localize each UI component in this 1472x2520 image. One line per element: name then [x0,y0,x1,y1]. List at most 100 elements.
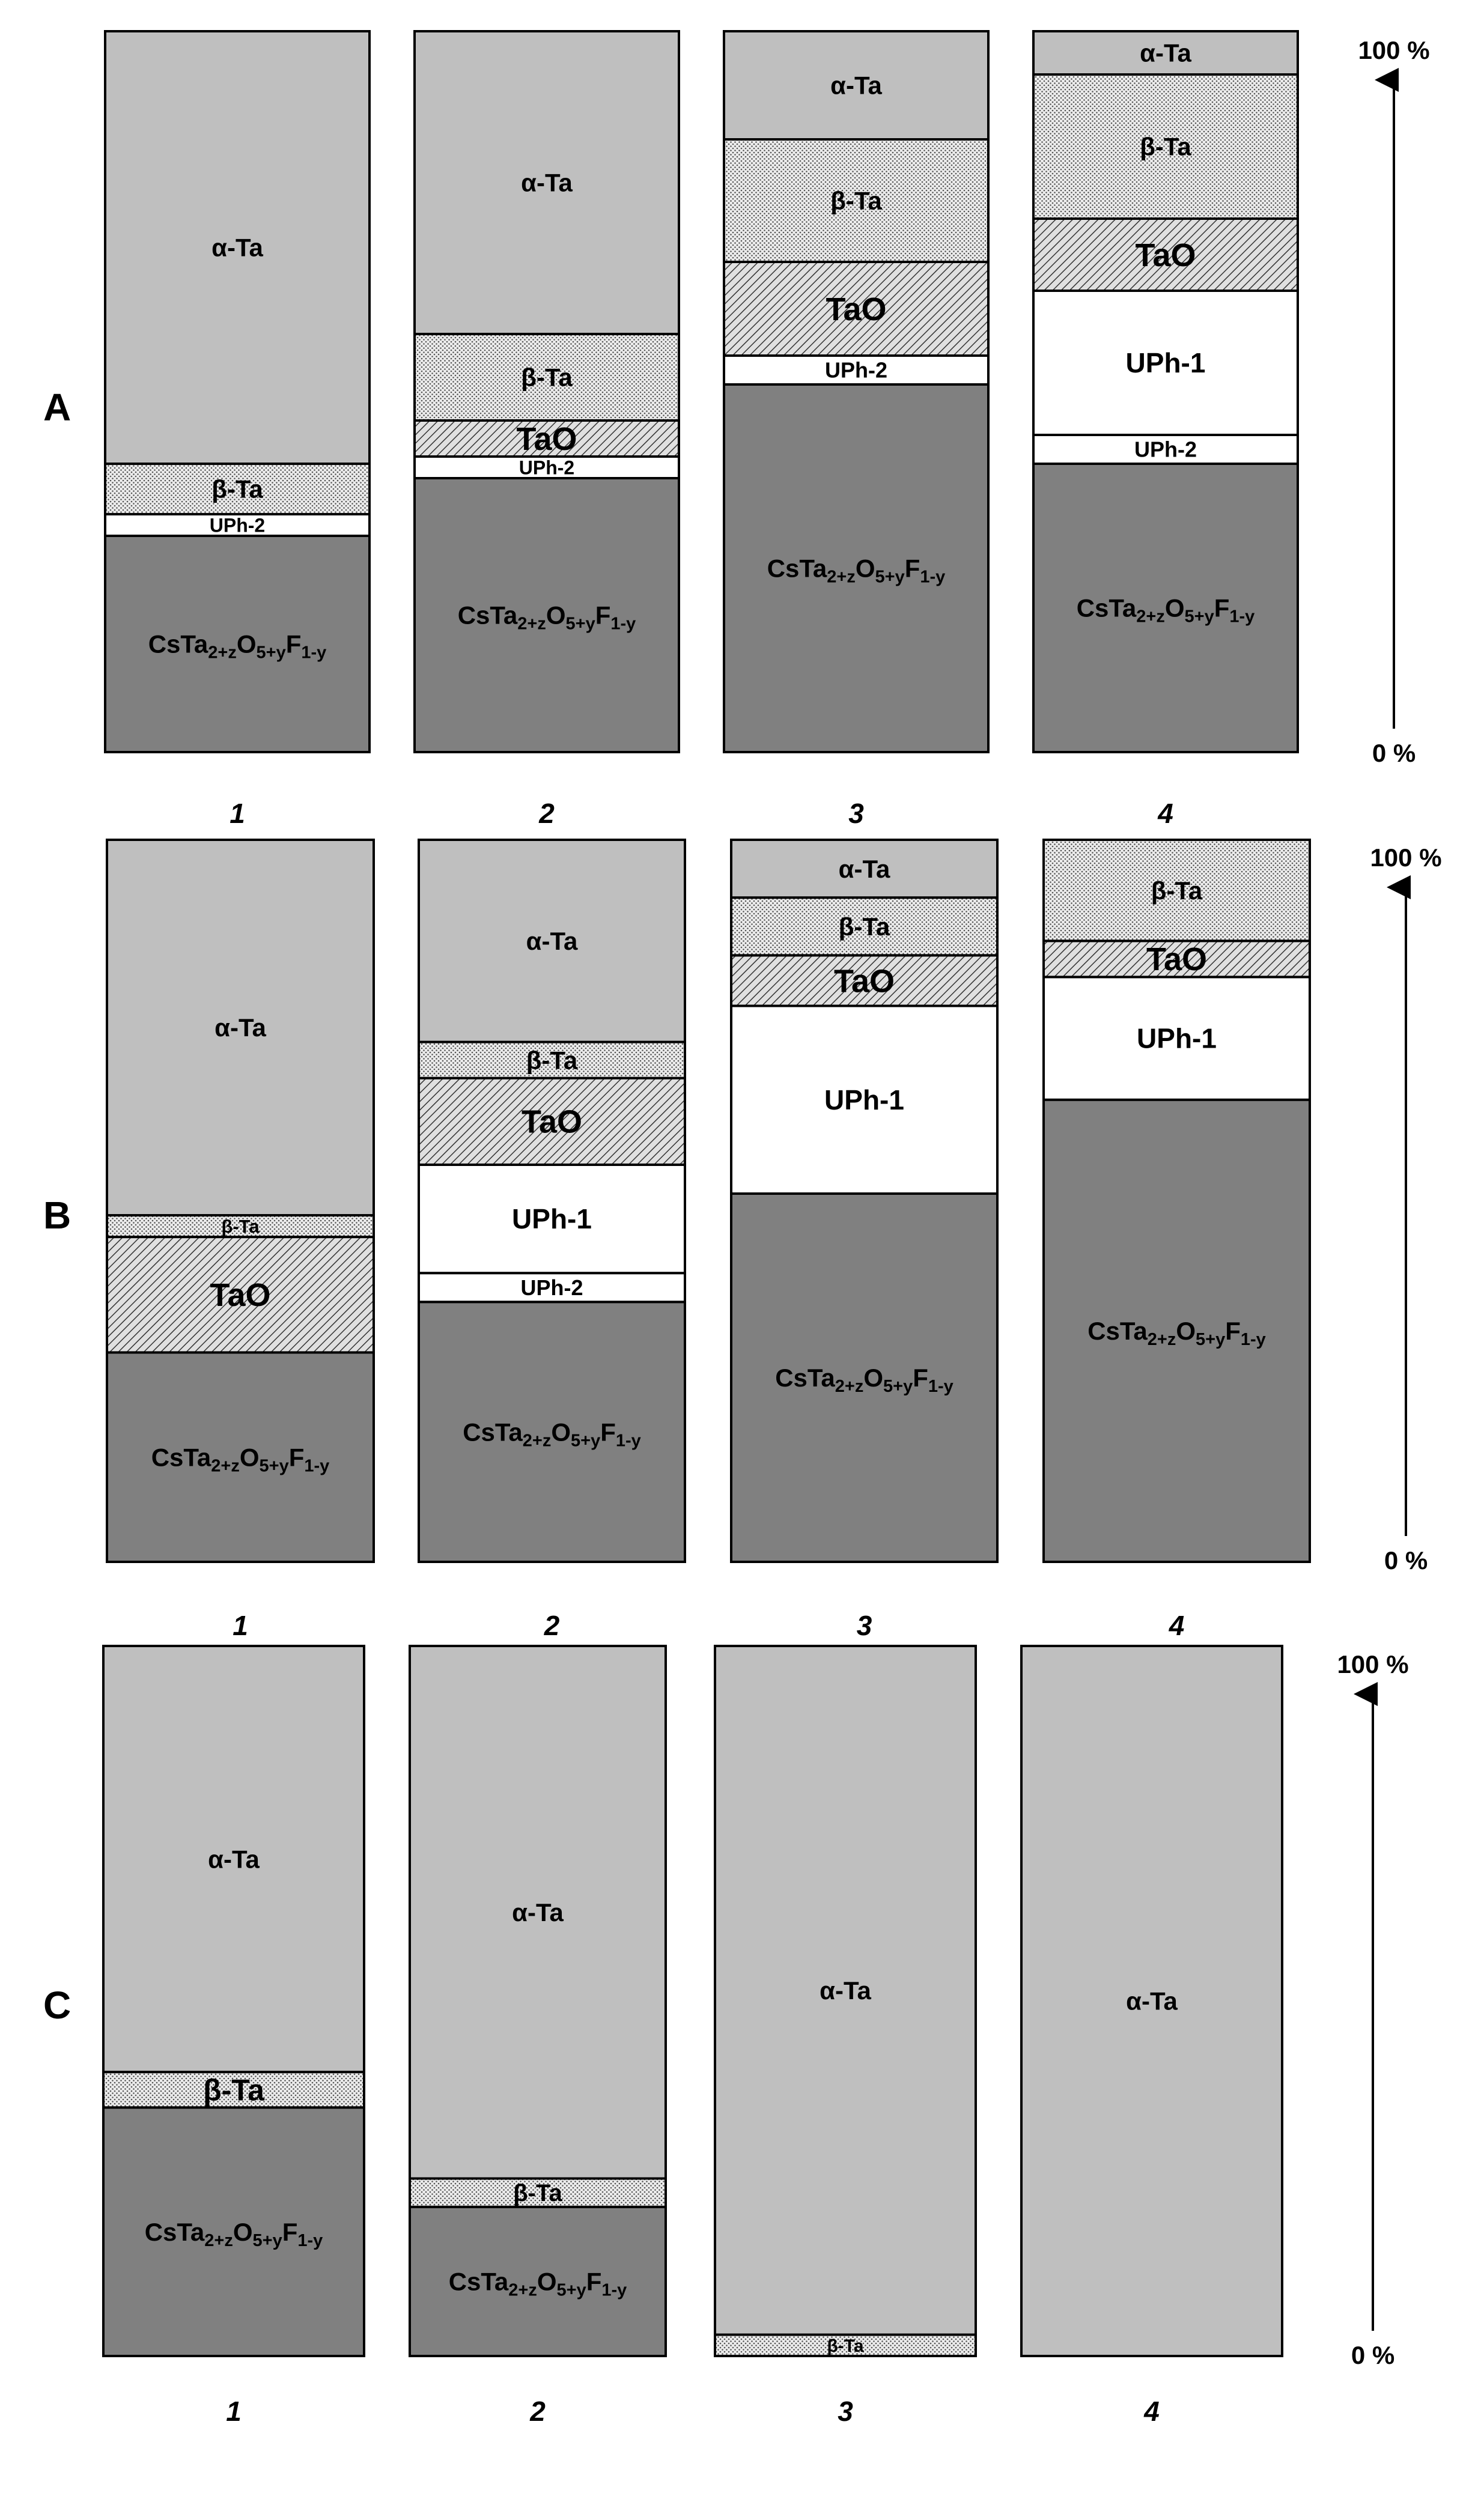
segment-uph-2 [723,354,990,386]
segment-label: UPh-1 [512,1203,592,1234]
segment-label: UPh-1 [1137,1023,1217,1054]
category-label: 4 [1157,798,1173,829]
segment-label: UPh-2 [520,1275,583,1300]
segment-label: UPh-2 [825,358,887,383]
segment-csta2pzo5pyf1-y [418,1301,686,1564]
segment-label: UPh-1 [824,1084,904,1116]
segment-alpha-ta [409,1645,667,2180]
category-label: 4 [1169,1610,1185,1641]
segment-label: CsTa2+zO5+yF1-y [1077,594,1255,627]
segment-label: α-Ta [521,169,573,197]
segment-label: CsTa2+zO5+yF1-y [767,554,946,587]
segment-label: TaO [1146,941,1207,977]
segment-alpha-ta [714,1645,977,2336]
bar-1: CsTa2+zO5+yF1-y β-Ta α-Ta [102,1645,365,2358]
segment-beta-ta [102,2071,365,2109]
segment-label: β-Ta [830,187,882,215]
segment-csta2pzo5pyf1-y [409,2205,667,2358]
segment-csta2pzo5pyf1-y [102,2106,365,2358]
segment-label: TaO [522,1104,582,1140]
segment-label: β-Ta [203,2073,265,2107]
segment-beta-ta [106,1214,375,1239]
segment-csta2pzo5pyf1-y [104,535,371,753]
segment-label: α-Ta [839,855,890,883]
bar-3: β-Ta α-Ta [714,1645,977,2358]
segment-label: α-Ta [526,927,578,955]
segment-beta-ta [714,2333,977,2358]
panel-a: A CsTa2+zO5+yF1-y UPh-2 β-Ta α-Ta 1 CsTa2+zO5+… [43,30,1430,829]
segment-label: α-Ta [214,1013,266,1042]
segment-label: β-Ta [513,2180,562,2206]
segment-label: β-Ta [1140,133,1191,161]
segment-alpha-ta [102,1645,365,2074]
bar-3: CsTa2+zO5+yF1-y UPh-1 TaO β-Ta α-Ta [730,839,999,1563]
panel-label: A [43,386,71,429]
segment-label: UPh-1 [1126,347,1206,378]
segment-beta-ta [413,333,680,422]
category-label: 2 [544,1610,560,1641]
segment-beta-ta [409,2177,667,2208]
category-label: 3 [857,1610,872,1641]
category-label: 1 [226,2396,242,2427]
segment-alpha-ta [418,839,686,1043]
panel-label: C [43,1984,71,2027]
segment-label: α-Ta [830,71,882,100]
bar-2: CsTa2+zO5+yF1-y β-Ta α-Ta [409,1645,667,2358]
segment-label: β-Ta [1151,876,1203,905]
segment-label: CsTa2+zO5+yF1-y [145,2218,323,2250]
segment-tao [723,261,990,357]
segment-label: UPh-2 [519,457,574,478]
bar-1: CsTa2+zO5+yF1-y UPh-2 β-Ta α-Ta [104,30,371,753]
segment-label: α-Ta [820,1976,871,2005]
segment-alpha-ta [730,839,999,899]
segment-csta2pzo5pyf1-y [413,477,680,753]
segment-uph-1 [1032,290,1299,436]
segment-csta2pzo5pyf1-y [106,1351,375,1563]
segment-label: CsTa2+zO5+yF1-y [1087,1317,1266,1349]
segment-csta2pzo5pyf1-y [1042,1098,1311,1563]
bar-2: CsTa2+zO5+yF1-y UPh-2 UPh-1 TaO β-Ta α-Ta [418,839,686,1564]
segment-label: β-Ta [526,1046,578,1074]
segment-tao [1032,217,1299,292]
segment-alpha-ta [413,30,680,335]
segment-label: TaO [210,1277,270,1313]
segment-label: UPh-2 [1134,437,1197,462]
segment-label: α-Ta [512,1898,564,1926]
scale-bottom-label: 0 % [1351,2341,1394,2369]
segment-alpha-ta [106,839,375,1217]
category-label: 1 [230,798,245,829]
segment-label: TaO [826,291,886,327]
scale-top-label: 100 % [1337,1650,1408,1678]
segment-label: α-Ta [1140,39,1191,67]
panel-label: B [43,1194,71,1237]
category-label: 2 [538,798,555,829]
segment-csta2pzo5pyf1-y [730,1192,999,1563]
segment-uph-2 [104,513,371,537]
category-label: 3 [848,798,864,829]
category-label: 2 [529,2396,546,2427]
segment-tao [413,419,680,458]
panel-b: B CsTa2+zO5+yF1-y TaO β-Ta α-Ta 1 CsTa2+zO5+yF… [43,839,1442,1641]
segment-uph-2 [413,455,680,479]
segment-label: α-Ta [211,234,263,262]
segment-uph-2 [418,1272,686,1304]
segment-label: TaO [1135,237,1196,273]
scale-top-label: 100 % [1370,843,1441,872]
segment-beta-ta [418,1040,686,1079]
bar-4: α-Ta [1020,1645,1283,2357]
segment-uph-1 [730,1004,999,1195]
bar-4: CsTa2+zO5+yF1-y UPh-1 TaO β-Ta [1042,839,1311,1563]
segment-label: CsTa2+zO5+yF1-y [148,630,327,663]
segment-beta-ta [723,138,990,263]
panel-c: C CsTa2+zO5+yF1-y β-Ta α-Ta 1 CsTa2+zO5+yF1-y… [43,1645,1409,2427]
segment-label: CsTa2+zO5+yF1-y [775,1364,953,1396]
bar-1: CsTa2+zO5+yF1-y TaO β-Ta α-Ta [106,839,375,1563]
segment-label: TaO [834,963,895,999]
segment-beta-ta [1032,73,1299,220]
category-label: 4 [1143,2396,1160,2427]
segment-beta-ta [1042,839,1311,943]
segment-tao [418,1076,686,1166]
segment-label: β-Ta [521,363,573,392]
